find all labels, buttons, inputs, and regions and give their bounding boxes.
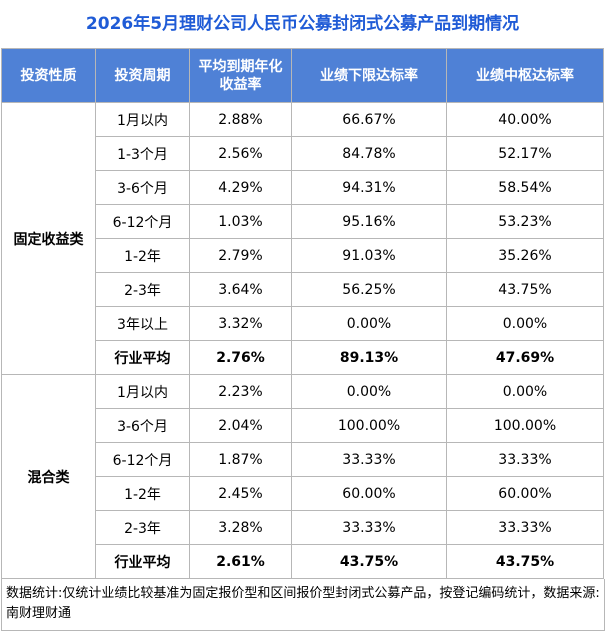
category-cell: 混合类 [1,374,96,579]
table-row: 3-6个月 2.04% 100.00% 100.00% [2,408,604,443]
mid-rate-cell: 43.75% [446,272,604,307]
avg-yield-cell: 2.45% [189,476,292,511]
header-lower-bound-rate: 业绩下限达标率 [291,48,447,103]
lower-bound-rate-cell: 89.13% [291,340,447,375]
avg-yield-cell: 2.88% [189,102,292,137]
table-row-average: 行业平均 2.61% 43.75% 43.75% [2,544,604,579]
mid-rate-cell: 52.17% [446,136,604,171]
period-cell: 3-6个月 [95,408,190,443]
avg-yield-cell: 4.29% [189,170,292,205]
table-row: 6-12个月 1.03% 95.16% 53.23% [2,204,604,239]
header-row: 投资性质 投资周期 平均到期年化收益率 业绩下限达标率 业绩中枢达标率 [1,48,604,103]
mid-rate-cell: 35.26% [446,238,604,273]
table-row: 固定收益类 1月以内 2.88% 66.67% 40.00% [1,102,604,375]
header-avg-annualized-yield: 平均到期年化收益率 [189,48,292,103]
header-investment-type: 投资性质 [1,48,96,103]
lower-bound-rate-cell: 33.33% [291,510,447,545]
lower-bound-rate-cell: 0.00% [291,374,447,409]
lower-bound-rate-cell: 66.67% [291,102,447,137]
mid-rate-cell: 43.75% [446,544,604,579]
header-avg-annualized-yield-label: 平均到期年化收益率 [198,58,283,93]
period-cell: 3年以上 [95,306,190,341]
page-title: 2026年5月理财公司人民币公募封闭式公募产品到期情况 [85,14,520,34]
period-cell: 2-3年 [95,272,190,307]
avg-yield-cell: 3.32% [189,306,292,341]
table-row: 3年以上 3.32% 0.00% 0.00% [2,306,604,341]
maturity-table: 投资性质 投资周期 平均到期年化收益率 业绩下限达标率 业绩中枢达标率 固定收益… [1,48,604,579]
mid-rate-cell: 58.54% [446,170,604,205]
period-cell: 1-2年 [95,476,190,511]
avg-yield-cell: 2.76% [189,340,292,375]
mid-rate-cell: 0.00% [446,306,604,341]
avg-yield-cell: 2.23% [189,374,292,409]
avg-yield-cell: 2.79% [189,238,292,273]
period-cell: 6-12个月 [95,442,190,477]
table-row: 1-3个月 2.56% 84.78% 52.17% [2,136,604,171]
table-row: 3-6个月 4.29% 94.31% 58.54% [2,170,604,205]
lower-bound-rate-cell: 43.75% [291,544,447,579]
lower-bound-rate-cell: 84.78% [291,136,447,171]
period-cell: 1月以内 [95,102,190,137]
period-cell: 2-3年 [95,510,190,545]
lower-bound-rate-cell: 91.03% [291,238,447,273]
lower-bound-rate-cell: 56.25% [291,272,447,307]
period-cell: 6-12个月 [95,204,190,239]
table-row-average: 行业平均 2.76% 89.13% 47.69% [2,340,604,375]
footnote: 数据统计:仅统计业绩比较基准为固定报价型和区间报价型封闭式公募产品，按登记编码统… [1,579,605,631]
avg-yield-cell: 2.04% [189,408,292,443]
table-body: 固定收益类 1月以内 2.88% 66.67% 40.00% 1-3个月 2.56% 84.7… [1,102,604,579]
header-investment-period: 投资周期 [95,48,190,103]
mid-rate-cell: 47.69% [446,340,604,375]
table-row: 1-2年 2.79% 91.03% 35.26% [2,238,604,273]
header-mid-rate: 业绩中枢达标率 [446,48,604,103]
mid-rate-cell: 100.00% [446,408,604,443]
mid-rate-cell: 40.00% [446,102,604,137]
lower-bound-rate-cell: 94.31% [291,170,447,205]
period-cell: 1-3个月 [95,136,190,171]
table-row: 2-3年 3.64% 56.25% 43.75% [2,272,604,307]
lower-bound-rate-cell: 95.16% [291,204,447,239]
avg-yield-cell: 2.56% [189,136,292,171]
avg-yield-cell: 3.64% [189,272,292,307]
mid-rate-cell: 53.23% [446,204,604,239]
period-cell: 3-6个月 [95,170,190,205]
table-row: 2-3年 3.28% 33.33% 33.33% [2,510,604,545]
period-cell: 1月以内 [95,374,190,409]
table-row: 混合类 1月以内 2.23% 0.00% 0.00% [1,374,604,579]
mid-rate-cell: 33.33% [446,510,604,545]
category-cell: 固定收益类 [1,102,96,375]
lower-bound-rate-cell: 33.33% [291,442,447,477]
avg-yield-cell: 3.28% [189,510,292,545]
mid-rate-cell: 33.33% [446,442,604,477]
lower-bound-rate-cell: 100.00% [291,408,447,443]
period-cell: 行业平均 [95,340,190,375]
lower-bound-rate-cell: 60.00% [291,476,447,511]
mid-rate-cell: 60.00% [446,476,604,511]
avg-yield-cell: 1.87% [189,442,292,477]
period-cell: 1-2年 [95,238,190,273]
avg-yield-cell: 2.61% [189,544,292,579]
mid-rate-cell: 0.00% [446,374,604,409]
period-cell: 行业平均 [95,544,190,579]
avg-yield-cell: 1.03% [189,204,292,239]
lower-bound-rate-cell: 0.00% [291,306,447,341]
